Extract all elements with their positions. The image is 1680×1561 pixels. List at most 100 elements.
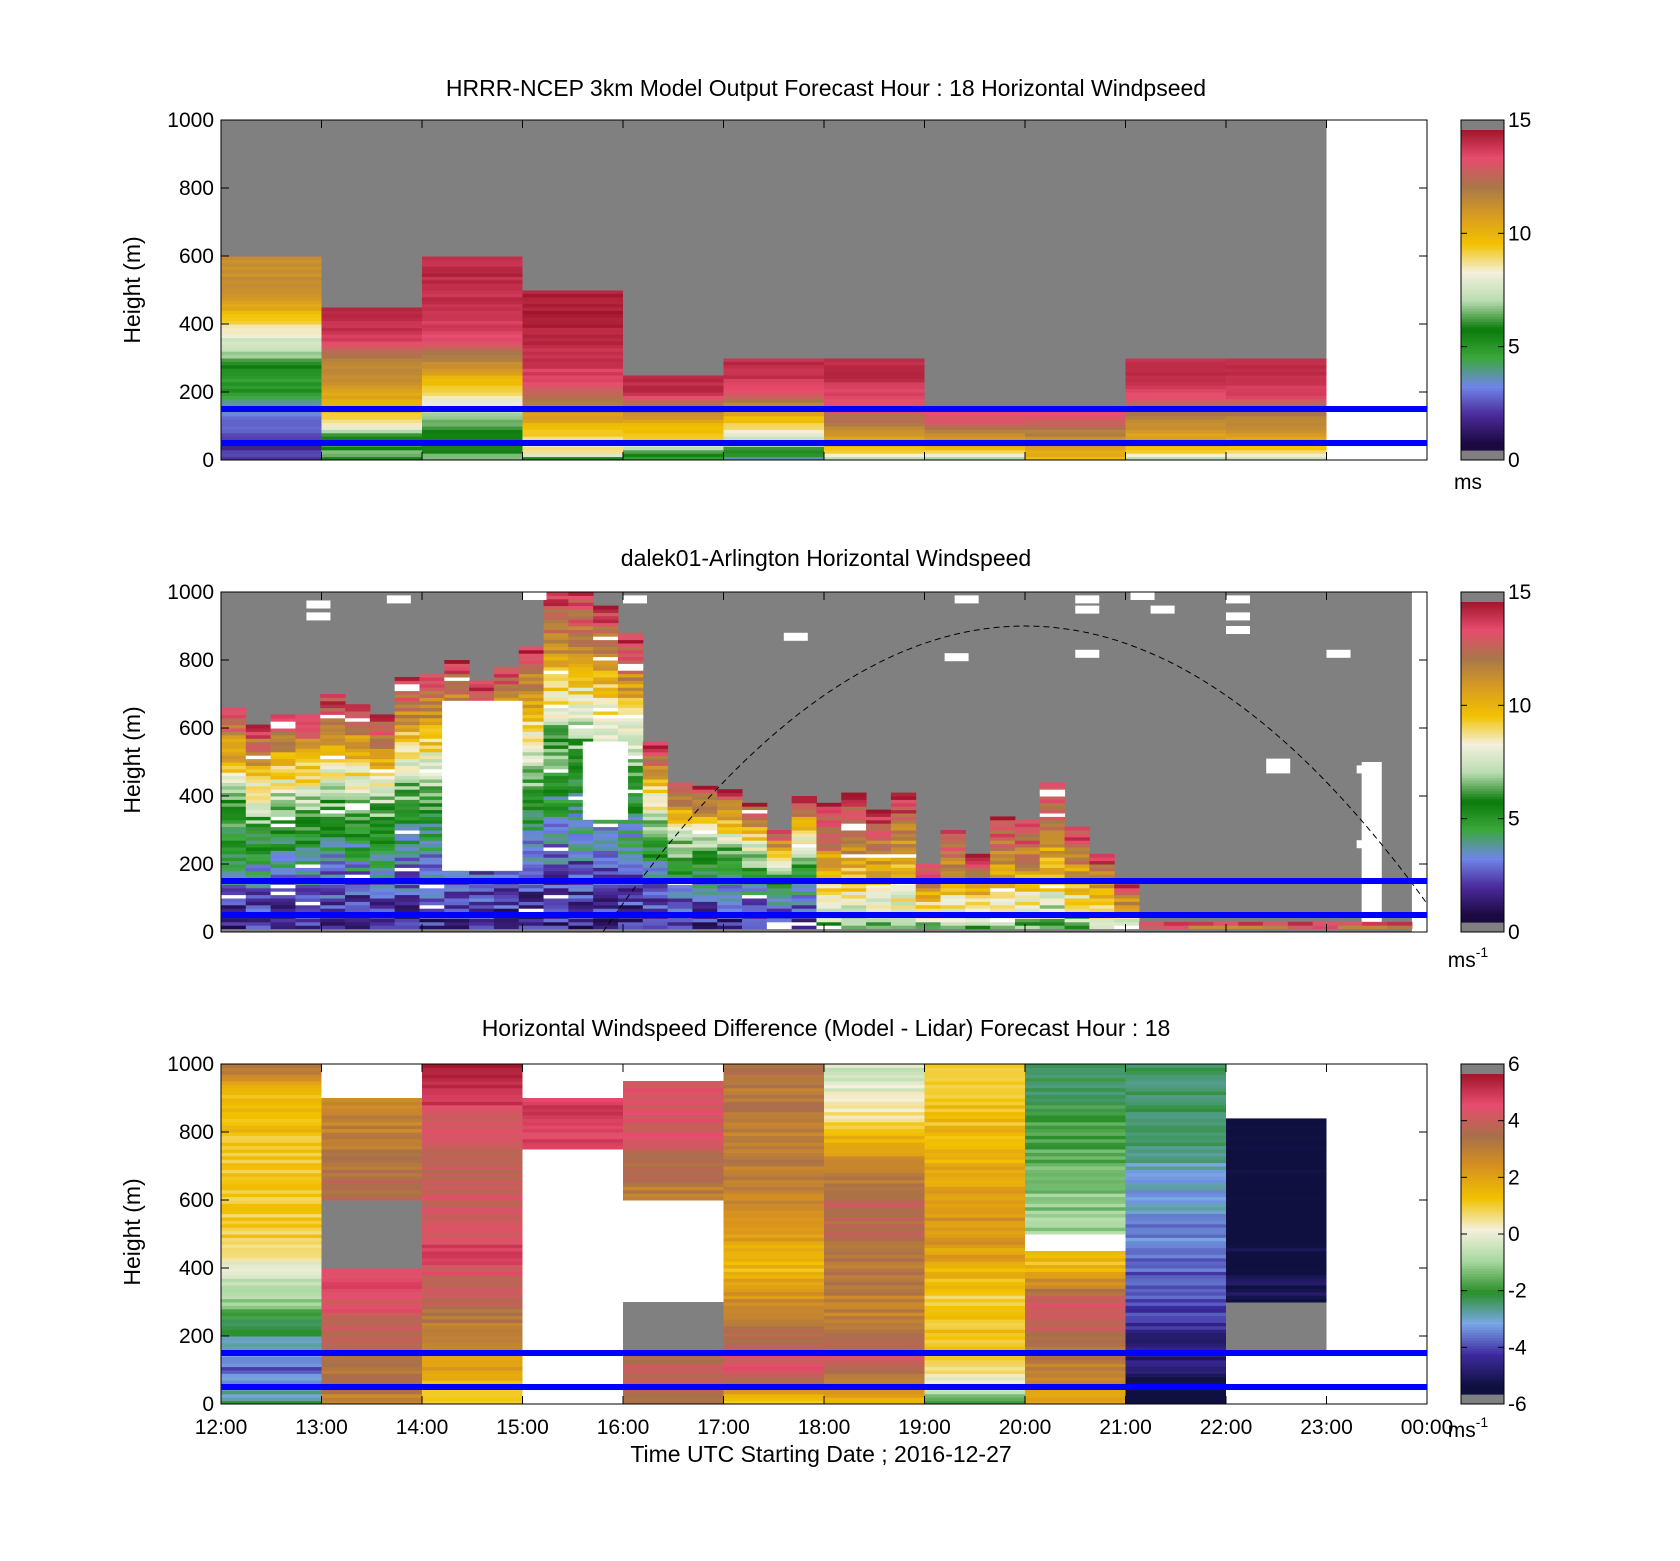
heatmap-cell: [1025, 381, 1126, 386]
heatmap-cell: [824, 1217, 925, 1221]
heatmap-cell: [522, 286, 623, 291]
heatmap-cell: [623, 1108, 724, 1113]
heatmap-cell: [1125, 1193, 1226, 1198]
heatmap-cell: [866, 833, 892, 838]
heatmap-cell: [866, 864, 892, 868]
colorbar-tick-label: -4: [1508, 1336, 1527, 1359]
heatmap-cell: [593, 605, 619, 610]
heatmap-cell: [568, 891, 594, 896]
heatmap-cell: [295, 748, 321, 753]
heatmap-cell: [568, 700, 594, 705]
heatmap-cell: [422, 1393, 523, 1398]
heatmap-cell: [1226, 296, 1327, 301]
heatmap-cell: [518, 789, 545, 794]
heatmap-cell: [1226, 456, 1327, 461]
heatmap-cell: [419, 853, 445, 858]
heatmap-cell: [667, 830, 693, 834]
heatmap-cell: [394, 782, 420, 787]
heatmap-cell: [623, 286, 724, 291]
heatmap-cell: [419, 711, 445, 715]
heatmap-cell: [270, 738, 296, 743]
heatmap-cell: [623, 1159, 724, 1164]
heatmap-cell: [419, 765, 445, 770]
heatmap-cell: [221, 1223, 322, 1228]
heatmap-cell: [593, 857, 619, 862]
heatmap-cell: [723, 1291, 824, 1296]
heatmap-cell: [1125, 1332, 1226, 1337]
heatmap-cell: [245, 901, 272, 906]
heatmap-cell: [617, 734, 644, 739]
heatmap-cell: [1025, 412, 1126, 417]
heatmap-cell: [766, 891, 793, 896]
heatmap-cell: [543, 666, 569, 671]
heatmap-cell: [522, 412, 623, 417]
heatmap-cell: [221, 137, 322, 141]
heatmap-cell: [295, 908, 321, 913]
x-tick-label: 21:00: [1099, 1416, 1152, 1439]
heatmap-cell: [617, 728, 644, 732]
heatmap-cell: [321, 456, 422, 461]
heatmap-cell: [915, 898, 942, 902]
heatmap-cell: [723, 1376, 824, 1381]
heatmap-cell: [890, 860, 917, 865]
heatmap-cell: [623, 449, 724, 454]
heatmap-cell: [1125, 422, 1226, 427]
heatmap-cell: [990, 826, 1016, 831]
heatmap-cell: [295, 857, 321, 862]
heatmap-cell: [824, 1393, 925, 1398]
heatmap-cell: [221, 711, 247, 715]
heatmap-cell: [642, 850, 669, 855]
heatmap-cell: [617, 687, 644, 692]
heatmap-cell: [321, 1390, 422, 1395]
heatmap-cell: [593, 901, 619, 906]
heatmap-cell: [321, 1251, 422, 1255]
heatmap-cell: [824, 341, 925, 345]
heatmap-cell: [320, 758, 346, 763]
colorbar-segment: [1461, 674, 1504, 678]
heatmap-cell: [422, 1189, 523, 1194]
heatmap-cell: [518, 785, 545, 790]
heatmap-cell: [1226, 1132, 1327, 1136]
heatmap-cell: [422, 1291, 523, 1296]
heatmap-cell: [522, 225, 623, 230]
heatmap-cell: [1125, 191, 1226, 196]
heatmap-cell: [617, 898, 644, 902]
heatmap-cell: [568, 864, 594, 868]
heatmap-cell: [321, 273, 422, 277]
heatmap-cell: [841, 809, 867, 814]
heatmap-cell: [1125, 344, 1226, 349]
heatmap-cell: [816, 887, 842, 892]
colorbar-segment: [1461, 306, 1504, 310]
heatmap-cell: [419, 772, 445, 777]
heatmap-cell: [245, 887, 272, 892]
colorbar-segment: [1461, 1226, 1504, 1230]
heatmap-cell: [422, 133, 523, 138]
heatmap-cell: [717, 789, 743, 794]
heatmap-cell: [1125, 256, 1226, 260]
heatmap-cell: [623, 252, 724, 257]
heatmap-cell: [723, 1329, 824, 1334]
colorbar-segment: [1461, 1354, 1504, 1358]
heatmap-cell: [723, 1210, 824, 1215]
heatmap-cell: [1025, 194, 1126, 199]
heatmap-cell: [1226, 351, 1327, 356]
heatmap-cell: [394, 711, 420, 715]
heatmap-cell: [295, 806, 321, 811]
heatmap-cell: [742, 870, 768, 875]
heatmap-cell: [321, 1189, 422, 1194]
colorbar-segment: [1461, 695, 1504, 699]
colorbar-segment: [1461, 874, 1504, 878]
heatmap-cell: [1125, 388, 1226, 393]
heatmap-cell: [1226, 436, 1327, 441]
colorbar-segment: [1461, 786, 1504, 790]
heatmap-cell: [568, 677, 594, 681]
heatmap-cell: [518, 908, 545, 913]
heatmap-cell: [623, 228, 724, 233]
heatmap-cell: [221, 449, 322, 454]
heatmap-cell: [1125, 402, 1226, 407]
heatmap-cell: [924, 1149, 1025, 1153]
heatmap-cell: [1139, 925, 1165, 930]
heatmap-cell: [270, 748, 296, 753]
heatmap-cell: [791, 864, 817, 868]
heatmap-cell: [320, 847, 346, 851]
